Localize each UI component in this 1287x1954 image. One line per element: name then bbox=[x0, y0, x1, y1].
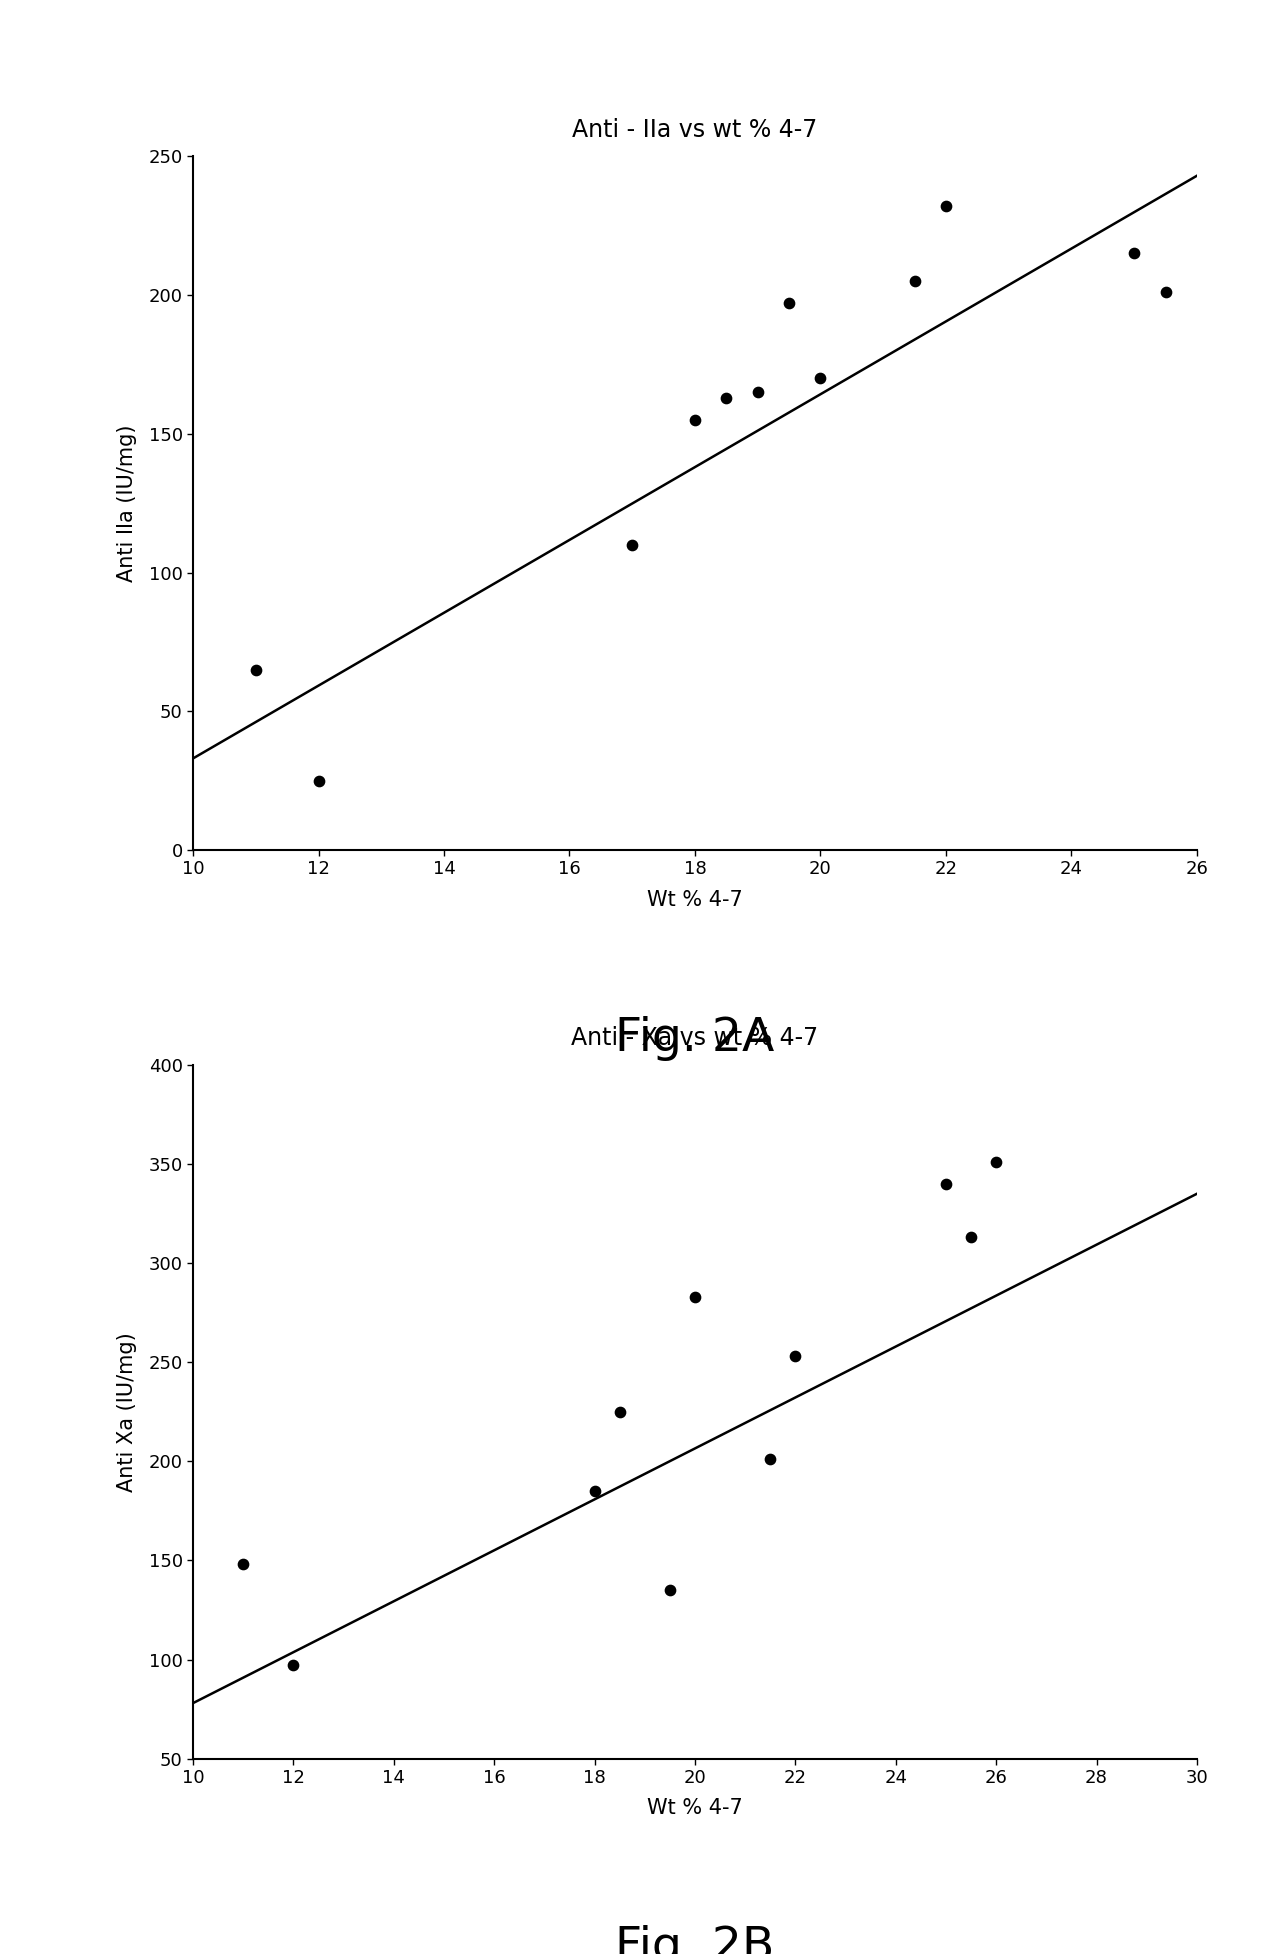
Point bbox=[622, 530, 642, 561]
Point bbox=[1156, 277, 1176, 309]
Point bbox=[1124, 238, 1144, 270]
Point bbox=[233, 1550, 254, 1581]
Point bbox=[785, 1340, 806, 1372]
Y-axis label: Anti IIa (IU/mg): Anti IIa (IU/mg) bbox=[117, 424, 138, 582]
Point bbox=[905, 266, 925, 297]
Y-axis label: Anti Xa (IU/mg): Anti Xa (IU/mg) bbox=[117, 1333, 138, 1491]
Text: Fig. 2B: Fig. 2B bbox=[615, 1925, 775, 1954]
Point bbox=[610, 1395, 631, 1426]
Point bbox=[811, 363, 831, 395]
X-axis label: Wt % 4-7: Wt % 4-7 bbox=[647, 889, 743, 909]
Point bbox=[308, 764, 328, 797]
Title: Anti - IIa vs wt % 4-7: Anti - IIa vs wt % 4-7 bbox=[573, 117, 817, 143]
Point bbox=[685, 1282, 705, 1313]
Title: Anti - Xa vs wt % 4-7: Anti - Xa vs wt % 4-7 bbox=[571, 1026, 819, 1051]
Point bbox=[936, 1168, 956, 1200]
Text: Fig. 2A: Fig. 2A bbox=[615, 1016, 775, 1061]
Point bbox=[986, 1147, 1006, 1178]
Point bbox=[685, 404, 705, 436]
Point bbox=[748, 377, 768, 408]
Point bbox=[660, 1575, 681, 1606]
X-axis label: Wt % 4-7: Wt % 4-7 bbox=[647, 1798, 743, 1817]
Point bbox=[961, 1221, 982, 1253]
Point bbox=[716, 383, 736, 414]
Point bbox=[936, 191, 956, 223]
Point bbox=[246, 655, 266, 686]
Point bbox=[283, 1649, 304, 1680]
Point bbox=[759, 1444, 780, 1475]
Point bbox=[779, 287, 799, 319]
Point bbox=[584, 1475, 605, 1507]
